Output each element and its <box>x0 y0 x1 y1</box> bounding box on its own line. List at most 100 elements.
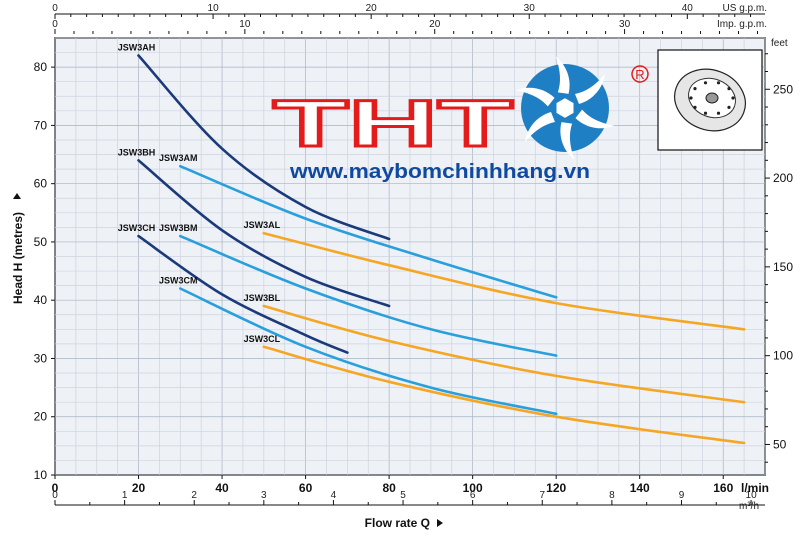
logo-impeller-vane <box>555 56 570 94</box>
us-gpm-tick-label: 20 <box>366 3 378 14</box>
y-tick-label: 50 <box>34 235 48 249</box>
y-tick-label: 20 <box>34 410 48 424</box>
imp-gpm-tick-label: 20 <box>429 19 441 30</box>
imp-gpm-unit-label: Imp. g.p.m. <box>717 19 767 30</box>
x-tick-label: 40 <box>215 481 229 495</box>
y-tick-label: 10 <box>34 468 48 482</box>
series-label-jsw3ah: JSW3AH <box>118 42 156 52</box>
feet-tick-label: 50 <box>773 437 787 451</box>
impeller-blade-hole <box>716 81 721 85</box>
series-label-jsw3al: JSW3AL <box>244 220 281 230</box>
logo-brand-text: THT <box>273 86 513 160</box>
x-tick-label: 160 <box>713 481 733 495</box>
feet-tick-label: 100 <box>773 349 793 363</box>
series-line-jsw3am <box>179 164 558 299</box>
series-label-jsw3cl: JSW3CL <box>244 334 281 344</box>
us-gpm-tick-label: 30 <box>524 3 536 14</box>
impeller-blade-hole <box>703 111 708 115</box>
x-tick-label: 0 <box>52 481 59 495</box>
logo-impeller-hub <box>554 95 576 121</box>
m3h-unit-label: m³/h <box>739 501 759 512</box>
y-tick-label: 70 <box>34 118 48 132</box>
logo-url-text: www.maybomchinhhang.vn <box>289 161 590 183</box>
impeller-blade-hole <box>731 96 735 100</box>
m3h-tick-label: 9 <box>679 490 685 501</box>
logo-impeller-vane <box>575 74 605 104</box>
logo-impeller-vane <box>575 109 615 129</box>
impeller-blade-hole <box>689 96 693 100</box>
feet-unit-label: feet <box>771 38 788 49</box>
series-label-jsw3ch: JSW3CH <box>118 223 156 233</box>
x-tick-label: 80 <box>382 481 396 495</box>
series-label-jsw3bm: JSW3BM <box>159 223 198 233</box>
impeller-blade-hole <box>716 111 721 115</box>
series-line-jsw3ch <box>137 234 349 354</box>
impeller-blade-hole <box>703 81 708 85</box>
logo-impeller-icon <box>515 56 615 160</box>
y-tick-label: 40 <box>34 293 48 307</box>
series-label-jsw3am: JSW3AM <box>159 153 198 163</box>
registered-mark-icon <box>631 65 649 83</box>
grid <box>54 37 766 476</box>
feet-tick-label: 250 <box>773 82 793 96</box>
y-axis-title: Head H (metres) <box>11 193 25 304</box>
us-gpm-unit-label: US g.p.m. <box>723 3 767 14</box>
impeller-blade-hole <box>727 105 731 109</box>
x-tick-label: 20 <box>132 481 146 495</box>
imp-gpm-tick-label: 0 <box>52 19 58 30</box>
m3h-tick-label: 4 <box>331 490 337 501</box>
series-line-jsw3bm <box>179 234 558 357</box>
x-tick-label: 60 <box>299 481 313 495</box>
m3h-tick-label: 7 <box>539 490 545 501</box>
x-tick-label: 100 <box>463 481 483 495</box>
y-tick-label: 30 <box>34 351 48 365</box>
impeller-blade-hole <box>693 87 697 91</box>
series-label-jsw3bl: JSW3BL <box>244 293 281 303</box>
us-gpm-tick-label: 0 <box>52 3 58 14</box>
x-axis-title-text: Flow rate Q <box>365 516 430 530</box>
series-line-jsw3al <box>262 231 746 331</box>
impeller-blade-hole <box>693 105 697 109</box>
impeller-blade-hole <box>727 87 731 91</box>
feet-tick-label: 200 <box>773 171 793 185</box>
series-label-jsw3bh: JSW3BH <box>118 147 156 157</box>
registered-mark-text: R <box>635 67 644 82</box>
m3h-tick-label: 6 <box>470 490 476 501</box>
y-axis-arrow-icon <box>13 193 21 199</box>
m3h-tick-label: 5 <box>400 490 406 501</box>
imp-gpm-tick-label: 10 <box>239 19 251 30</box>
imp-gpm-tick-label: 30 <box>619 19 631 30</box>
us-gpm-tick-label: 40 <box>682 3 694 14</box>
x-tick-label: 120 <box>546 481 566 495</box>
m3h-tick-label: 3 <box>261 490 267 501</box>
impeller-illustration <box>657 49 763 151</box>
y-tick-label: 80 <box>34 60 48 74</box>
logo-impeller-vane <box>515 87 555 107</box>
m3h-tick-label: 8 <box>609 490 615 501</box>
logo-impeller-vane <box>560 122 575 160</box>
x-axis-title: Flow rate Q <box>365 516 443 530</box>
x-tick-label: 140 <box>630 481 650 495</box>
y-axis-title-text: Head H (metres) <box>11 212 25 304</box>
feet-tick-label: 150 <box>773 260 793 274</box>
m3h-tick-label: 0 <box>52 490 58 501</box>
logo-impeller-vane <box>525 112 555 142</box>
series-line-jsw3cm <box>179 287 558 416</box>
x-unit-label: l/min <box>741 481 769 495</box>
series-line-jsw3ah <box>137 54 391 241</box>
us-gpm-tick-label: 10 <box>208 3 220 14</box>
series-layer: JSW3AH JSW3BH JSW3CH JSW3AM JSW3BM JSW3CM JSW3… <box>118 42 746 445</box>
y-tick-label: 60 <box>34 177 48 191</box>
series-line-jsw3bh <box>137 159 391 308</box>
m3h-tick-label: 10 <box>746 490 758 501</box>
series-label-jsw3cm: JSW3CM <box>159 276 198 286</box>
series-line-jsw3cl <box>262 345 746 445</box>
m3h-tick-label: 2 <box>191 490 197 501</box>
x-axis-arrow-icon <box>437 519 443 527</box>
impeller-hub <box>705 92 719 104</box>
m3h-tick-label: 1 <box>122 490 128 501</box>
series-line-jsw3bl <box>262 304 746 404</box>
